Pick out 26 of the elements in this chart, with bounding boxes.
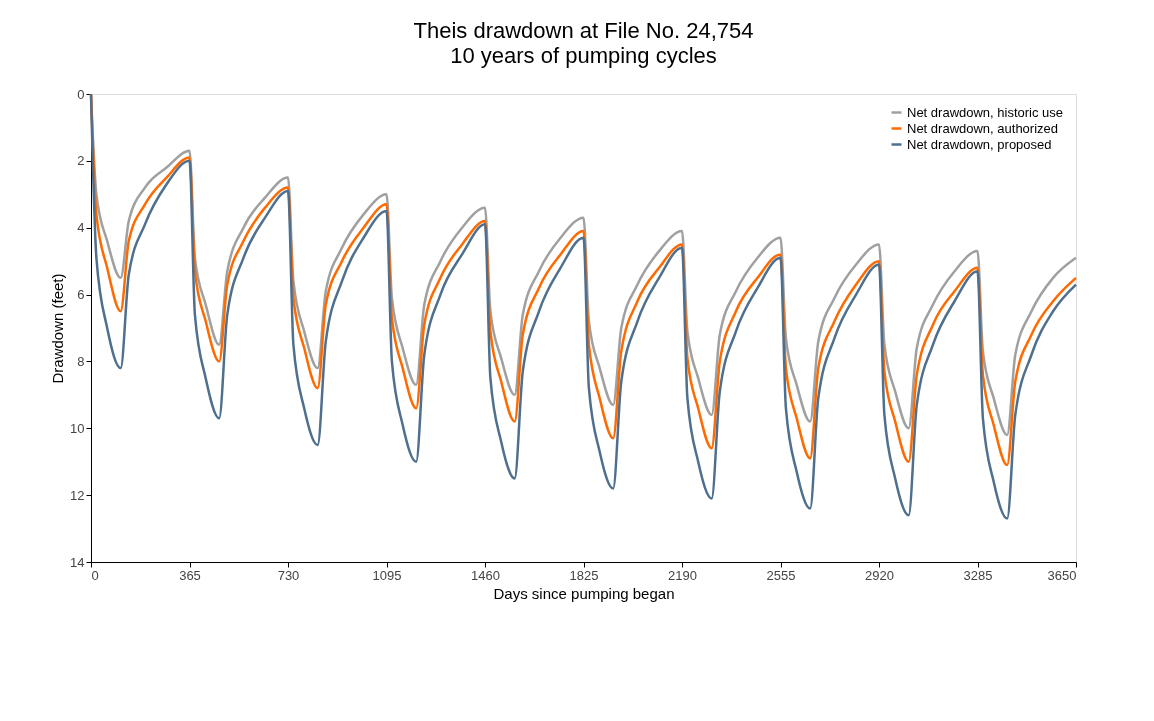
x-tick-label: 730 [277, 567, 300, 583]
legend-label: Net drawdown, proposed [907, 136, 1052, 152]
legend-label: Net drawdown, historic use [907, 104, 1064, 120]
x-tick-label: 1095 [372, 567, 402, 583]
y-tick-label: 0 [77, 86, 85, 102]
x-tick-label: 0 [91, 567, 99, 583]
chart-title: Theis drawdown at File No. 24,754 [413, 18, 754, 43]
y-tick-label: 14 [70, 554, 85, 570]
x-tick-label: 1825 [569, 567, 599, 583]
x-tick-label: 3285 [963, 567, 993, 583]
x-tick-label: 2190 [668, 567, 697, 583]
y-tick-label: 6 [77, 287, 85, 303]
y-tick-label: 2 [77, 153, 85, 169]
chart-subtitle: 10 years of pumping cycles [450, 43, 717, 68]
y-axis-title: Drawdown (feet) [49, 273, 67, 384]
y-tick-label: 8 [77, 353, 85, 369]
x-tick-label: 1460 [471, 567, 500, 583]
x-tick-label: 3650 [1047, 567, 1077, 583]
legend-label: Net drawdown, authorized [907, 120, 1059, 136]
x-tick-label: 2555 [766, 567, 796, 583]
y-tick-label: 4 [77, 220, 85, 236]
y-tick-label: 10 [70, 420, 85, 436]
x-axis-title: Days since pumping began [493, 584, 675, 602]
y-tick-label: 12 [70, 487, 85, 503]
x-tick-label: 365 [179, 567, 201, 583]
x-tick-label: 2920 [865, 567, 894, 583]
